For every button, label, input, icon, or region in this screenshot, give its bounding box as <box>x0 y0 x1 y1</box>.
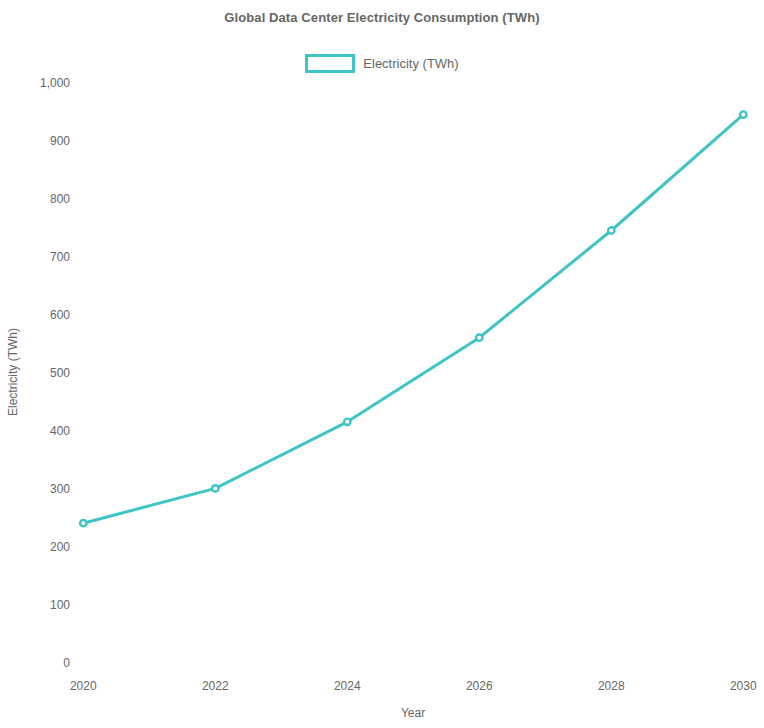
x-tick-label-2024: 2024 <box>334 679 361 693</box>
y-tick-label-1000: 1,000 <box>40 76 70 90</box>
y-tick-label-200: 200 <box>50 540 70 554</box>
y-tick-label-600: 600 <box>50 308 70 322</box>
x-tick-label-2020: 2020 <box>70 679 97 693</box>
x-tick-label-2028: 2028 <box>598 679 625 693</box>
y-tick-label-500: 500 <box>50 366 70 380</box>
data-point-2028 <box>608 227 614 233</box>
y-tick-label-300: 300 <box>50 482 70 496</box>
y-tick-label-400: 400 <box>50 424 70 438</box>
line-chart: Global Data Center Electricity Consumpti… <box>0 0 764 728</box>
data-point-2026 <box>476 335 482 341</box>
data-point-2022 <box>212 485 218 491</box>
x-tick-label-2030: 2030 <box>730 679 757 693</box>
plot-area: 0 100 200 300 400 500 600 700 800 900 1,000 2020 202… <box>0 0 764 728</box>
x-tick-label-2026: 2026 <box>466 679 493 693</box>
x-axis-title: Year <box>83 706 743 720</box>
x-tick-label-2022: 2022 <box>202 679 229 693</box>
y-tick-label-800: 800 <box>50 192 70 206</box>
y-tick-label-900: 900 <box>50 134 70 148</box>
data-point-2024 <box>344 419 350 425</box>
data-point-2020 <box>80 520 86 526</box>
y-tick-label-100: 100 <box>50 598 70 612</box>
y-tick-label-700: 700 <box>50 250 70 264</box>
electricity-line <box>83 115 743 524</box>
data-point-2030 <box>740 111 746 117</box>
y-tick-label-0: 0 <box>63 656 70 670</box>
y-axis-title: Electricity (TWh) <box>6 328 20 416</box>
